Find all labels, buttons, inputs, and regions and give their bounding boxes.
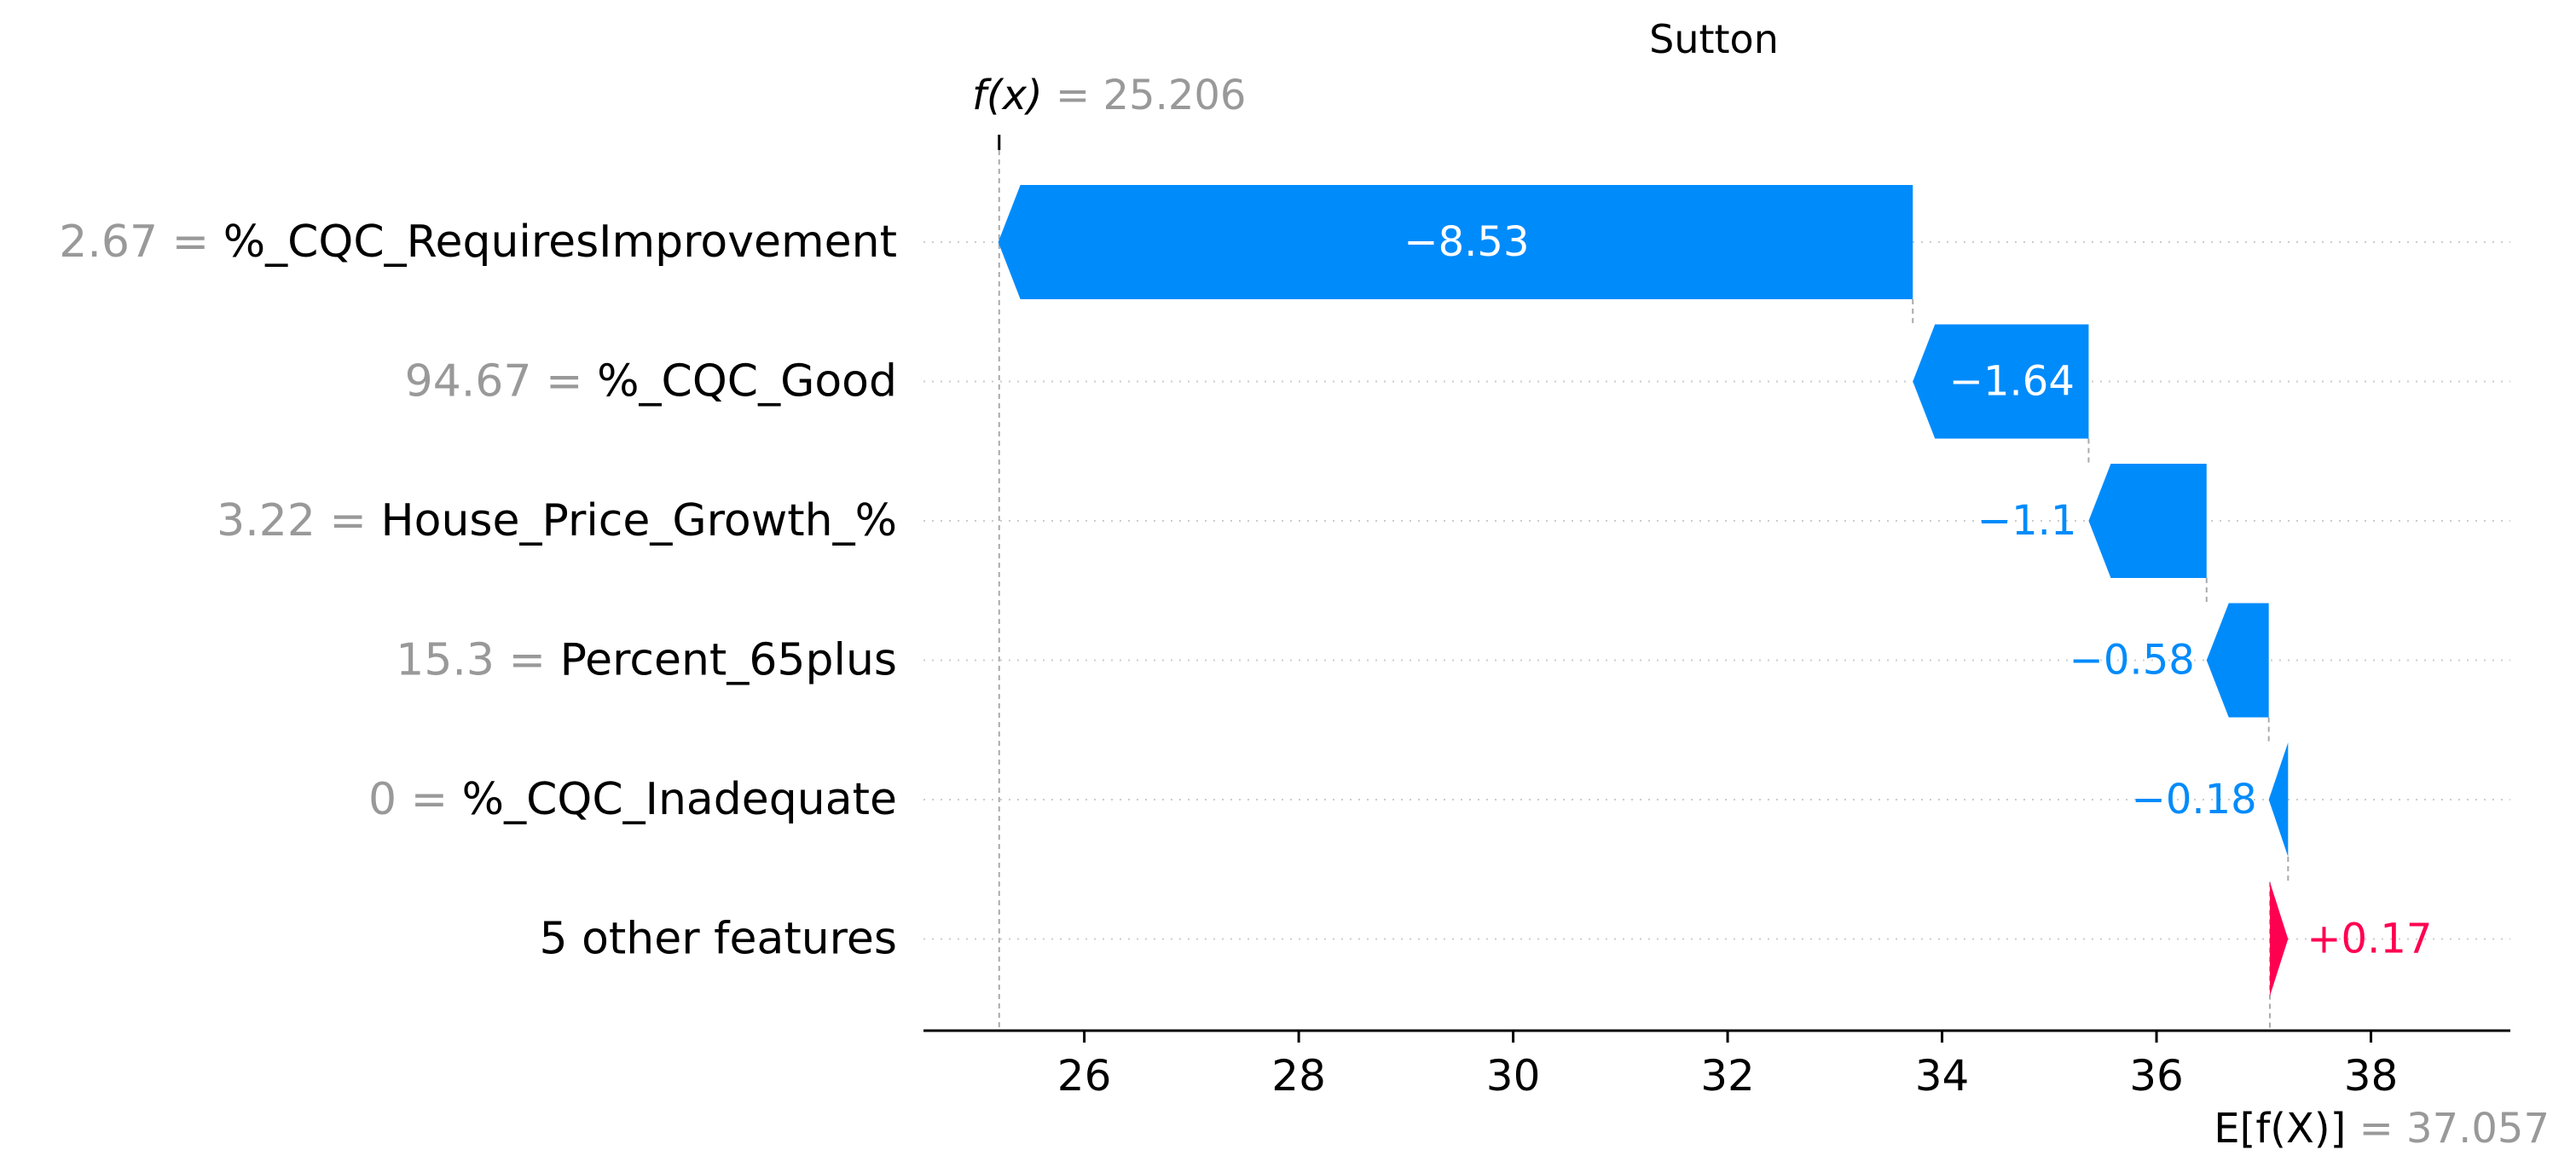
feature-label: 2.67 = %_CQC_RequiresImprovement — [59, 217, 897, 268]
feature-value: 15.3 = — [396, 635, 559, 686]
feature-label: 5 other features — [539, 914, 897, 965]
feature-name: %_CQC_Inadequate — [462, 774, 897, 825]
chart-title: Sutton — [1649, 16, 1779, 62]
fx-annotation: f(x) = 25.206 E[f(X)] = 37.057 — [972, 72, 2550, 1153]
connector-lines — [998, 135, 2289, 1031]
bar-value-label: −1.1 — [1977, 497, 2077, 545]
bar-value-label: −0.18 — [2132, 776, 2257, 823]
fx-value: = 25.206 — [1043, 72, 1247, 119]
fx-annotation-text: f(x) = 25.206 — [972, 72, 1246, 119]
ex-annotation-text: E[f(X)] = 37.057 — [2214, 1105, 2550, 1153]
ex-value: = 37.057 — [2346, 1105, 2550, 1153]
fx-label: f(x) — [972, 72, 1043, 119]
feature-value: 0 = — [368, 774, 462, 825]
feature-name: Percent_65plus — [560, 635, 897, 686]
feature-label: 3.22 = House_Price_Growth_% — [217, 495, 897, 546]
x-tick-label: 38 — [2344, 1051, 2399, 1101]
x-tick-label: 30 — [1486, 1051, 1541, 1101]
feature-value: 2.67 = — [59, 217, 223, 268]
bar-value-label: −1.64 — [1949, 358, 2075, 406]
x-tick-label: 34 — [1915, 1051, 1970, 1101]
bar-value-label: −8.53 — [1404, 218, 1529, 266]
waterfall-bar — [998, 185, 1913, 299]
feature-labels: 2.67 = %_CQC_RequiresImprovement 94.67 = … — [59, 217, 897, 965]
bars: −8.53 −1.64 −1.1 −0.58 −0.18 +0.17 — [998, 185, 2432, 997]
feature-name: %_CQC_Good — [597, 356, 897, 407]
feature-label: 15.3 = Percent_65plus — [396, 635, 897, 686]
feature-label: 0 = %_CQC_Inadequate — [368, 774, 897, 825]
waterfall-bar — [2088, 464, 2207, 578]
feature-label: 94.67 = %_CQC_Good — [405, 356, 897, 407]
x-tick-label: 26 — [1057, 1051, 1112, 1101]
ex-label: E[f(X)] — [2214, 1105, 2346, 1153]
gridlines — [923, 241, 2510, 940]
waterfall-bar — [2268, 743, 2289, 857]
feature-value: 94.67 = — [405, 356, 598, 407]
x-tick-label: 28 — [1271, 1051, 1326, 1101]
bar-value-label: −0.58 — [2069, 637, 2195, 685]
feature-name: %_CQC_RequiresImprovement — [223, 217, 897, 268]
x-axis: 26 28 30 32 34 36 38 — [923, 1029, 2510, 1101]
bar-value-label: +0.17 — [2307, 916, 2432, 963]
feature-name: House_Price_Growth_% — [381, 495, 897, 546]
waterfall-bar — [1913, 324, 2089, 439]
feature-name: 5 other features — [539, 914, 897, 965]
x-tick-label: 36 — [2129, 1051, 2184, 1101]
x-tick-label: 32 — [1700, 1051, 1755, 1101]
waterfall-bar — [2269, 881, 2289, 997]
feature-value: 3.22 = — [217, 495, 380, 546]
waterfall-bar — [2206, 603, 2269, 718]
